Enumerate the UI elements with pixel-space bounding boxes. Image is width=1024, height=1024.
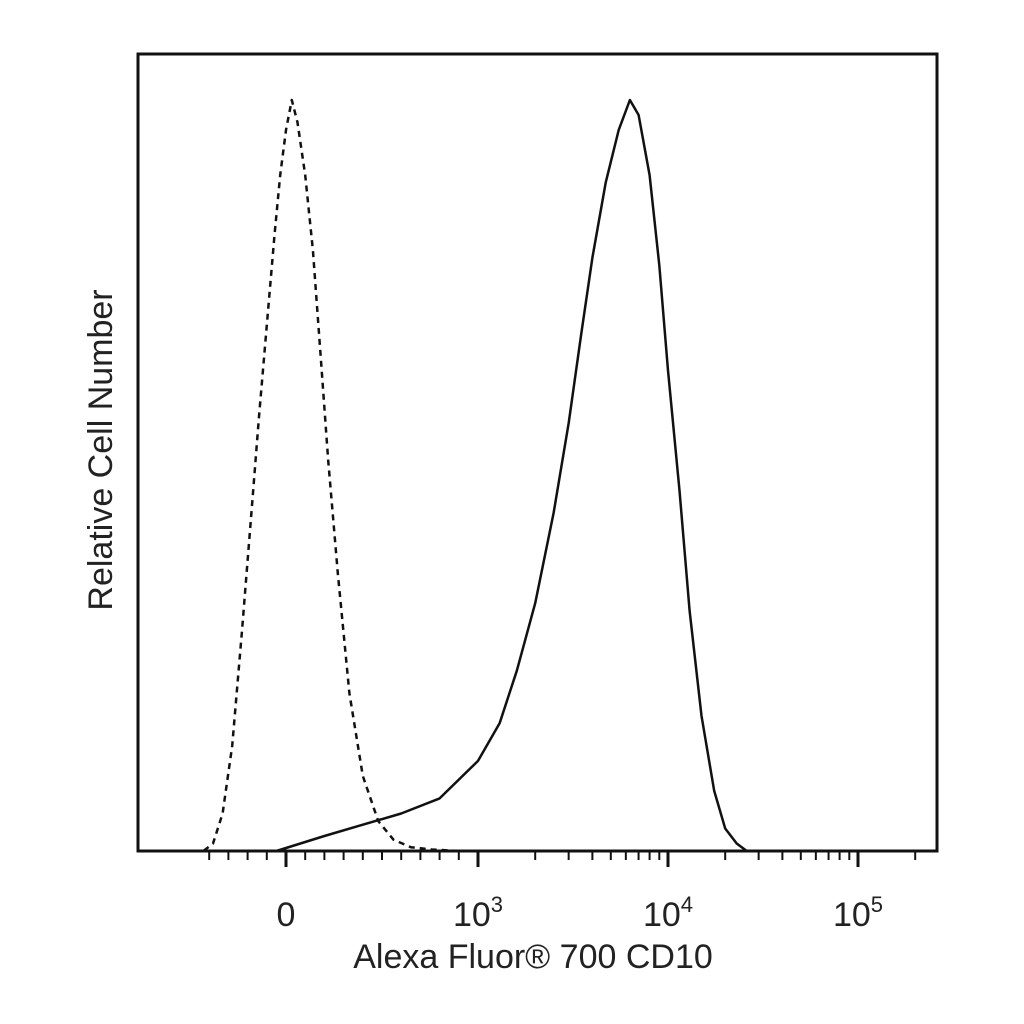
x-axis-title: Alexa Fluor® 700 CD10 xyxy=(353,938,713,976)
x-tick-label: 103 xyxy=(453,892,503,934)
x-minor-ticks xyxy=(208,851,917,860)
plot-frame xyxy=(136,52,939,853)
x-tick-label: 104 xyxy=(643,892,693,934)
control-histogram-line xyxy=(138,98,937,853)
x-tick-labels: 0 103 104 105 xyxy=(277,892,884,934)
series-layer xyxy=(138,98,937,853)
x-tick-label: 105 xyxy=(833,892,883,934)
y-axis-title: Relative Cell Number xyxy=(82,289,120,610)
stained-histogram-line xyxy=(138,98,937,853)
x-tick-label: 0 xyxy=(277,896,296,934)
x-major-ticks xyxy=(284,851,860,867)
